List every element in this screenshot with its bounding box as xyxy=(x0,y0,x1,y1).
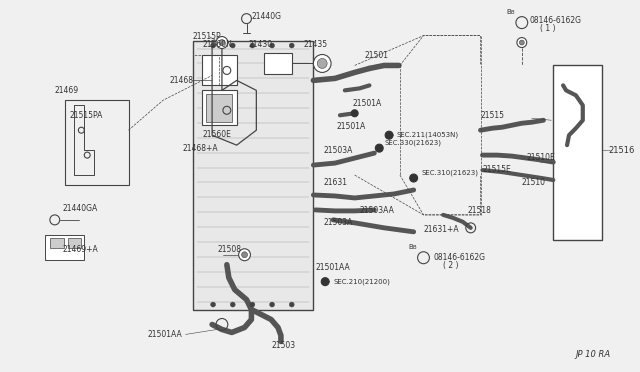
Circle shape xyxy=(239,249,250,261)
Circle shape xyxy=(211,43,216,48)
Text: 08146-6162G: 08146-6162G xyxy=(433,253,485,262)
Text: 21515P: 21515P xyxy=(193,32,221,41)
Circle shape xyxy=(269,43,275,48)
Circle shape xyxy=(375,144,383,152)
Text: B: B xyxy=(506,9,511,15)
Circle shape xyxy=(517,38,527,48)
Circle shape xyxy=(216,36,228,48)
Text: 21515: 21515 xyxy=(481,111,504,120)
Circle shape xyxy=(314,54,331,73)
Circle shape xyxy=(211,302,216,307)
Text: SEC.210(21200): SEC.210(21200) xyxy=(333,278,390,285)
Text: ( 2 ): ( 2 ) xyxy=(443,261,459,270)
Text: 21515E: 21515E xyxy=(483,165,511,174)
Circle shape xyxy=(317,58,327,68)
Text: 21469+A: 21469+A xyxy=(63,245,99,254)
Text: 21440GA: 21440GA xyxy=(63,204,98,213)
Text: ( 1 ): ( 1 ) xyxy=(540,24,555,33)
Text: 21508: 21508 xyxy=(217,245,241,254)
Bar xyxy=(264,52,292,74)
Text: 21501AA: 21501AA xyxy=(148,330,182,339)
Bar xyxy=(68,238,81,248)
Text: 21631+A: 21631+A xyxy=(424,225,459,234)
Text: 21510: 21510 xyxy=(522,178,546,187)
Text: 21503: 21503 xyxy=(271,341,295,350)
Text: SEC.330(21623): SEC.330(21623) xyxy=(384,140,441,147)
Text: B: B xyxy=(510,10,514,15)
Circle shape xyxy=(520,40,524,45)
Bar xyxy=(202,55,237,86)
Bar xyxy=(65,100,129,185)
Circle shape xyxy=(385,131,393,139)
Circle shape xyxy=(289,43,294,48)
Circle shape xyxy=(241,252,248,258)
Circle shape xyxy=(230,302,236,307)
Text: 21468: 21468 xyxy=(170,76,194,85)
Circle shape xyxy=(269,302,275,307)
Bar xyxy=(554,65,602,240)
Bar xyxy=(50,238,63,248)
Bar xyxy=(202,90,237,125)
Text: SEC.211(14053N): SEC.211(14053N) xyxy=(397,132,459,138)
Bar xyxy=(193,41,314,310)
Bar xyxy=(45,235,84,260)
Circle shape xyxy=(250,43,255,48)
Circle shape xyxy=(410,174,417,182)
Circle shape xyxy=(230,43,236,48)
Text: 21468+A: 21468+A xyxy=(182,144,218,153)
Text: 21430: 21430 xyxy=(248,39,273,48)
Text: 21503A: 21503A xyxy=(323,146,353,155)
Circle shape xyxy=(321,278,329,286)
Text: 21560N: 21560N xyxy=(202,39,232,48)
Circle shape xyxy=(351,110,358,117)
Text: 21516: 21516 xyxy=(609,145,635,155)
Bar xyxy=(206,94,232,122)
Text: B: B xyxy=(408,244,413,250)
Text: 21501A: 21501A xyxy=(353,99,382,108)
Text: 21510E: 21510E xyxy=(527,153,556,162)
Text: JP 10 RA: JP 10 RA xyxy=(575,350,611,359)
Text: 21503A: 21503A xyxy=(323,218,353,227)
Text: 21515PA: 21515PA xyxy=(70,111,103,120)
Text: 21501: 21501 xyxy=(365,51,388,61)
Text: 21518: 21518 xyxy=(468,206,492,215)
Text: 21501A: 21501A xyxy=(337,122,366,131)
Text: 21560E: 21560E xyxy=(203,130,232,139)
Circle shape xyxy=(250,302,255,307)
Text: 21631: 21631 xyxy=(323,178,348,187)
Text: 21503AA: 21503AA xyxy=(360,206,394,215)
Text: 21440G: 21440G xyxy=(252,12,282,21)
Text: SEC.310(21623): SEC.310(21623) xyxy=(422,170,479,176)
Text: 21435: 21435 xyxy=(303,39,328,48)
Text: 08146-6162G: 08146-6162G xyxy=(530,16,582,25)
Text: B: B xyxy=(412,245,415,250)
Text: 21501AA: 21501AA xyxy=(316,263,350,272)
Text: 21469: 21469 xyxy=(55,86,79,95)
Circle shape xyxy=(289,302,294,307)
Circle shape xyxy=(219,39,225,45)
